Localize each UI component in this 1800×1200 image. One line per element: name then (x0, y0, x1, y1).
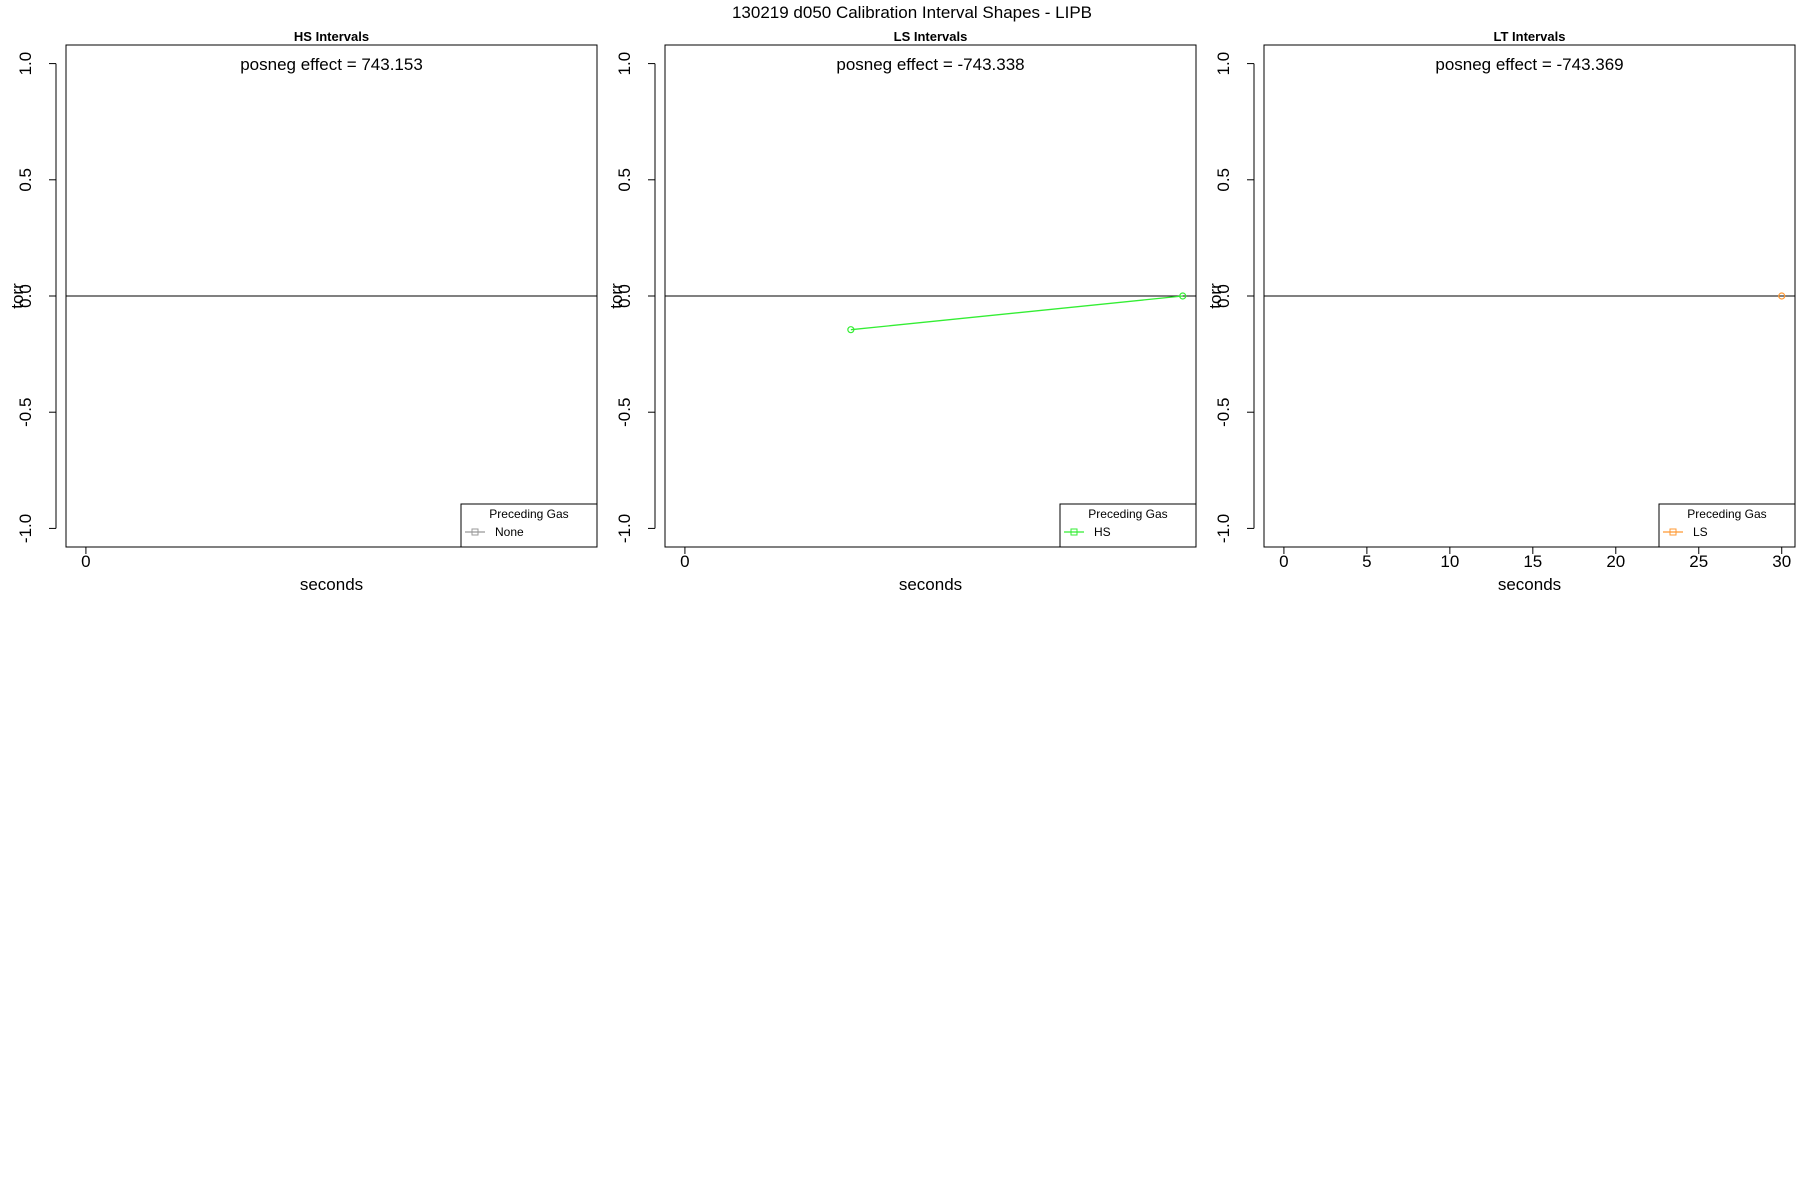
y-tick-label: -1.0 (615, 514, 634, 543)
x-tick-label: 0 (680, 552, 689, 571)
chart-panels: HS Intervals posneg effect = 743.153 -1.0 -… (8, 29, 1796, 594)
panel-2: LS Intervals posneg effect = -743.338 -1.0… (607, 29, 1197, 594)
data-point (847, 326, 855, 334)
panel-1: HS Intervals posneg effect = 743.153 -1.0 -… (8, 29, 598, 594)
x-axis-label: seconds (899, 575, 962, 594)
y-axis-label: torr (607, 283, 626, 309)
y-tick-label: 1.0 (615, 52, 634, 76)
y-tick-label: 0.0 (615, 284, 634, 308)
data-point (1179, 292, 1187, 300)
y-tick-label: 0.5 (615, 168, 634, 192)
annotation-text: posneg effect = -743.338 (836, 55, 1024, 74)
legend-title: Preceding Gas (489, 507, 568, 521)
legend: Preceding Gas LS (1658, 503, 1796, 548)
x-tick-label: 30 (1772, 552, 1791, 571)
y-axis-label: torr (1206, 283, 1225, 309)
y-tick-label: -1.0 (1214, 514, 1233, 543)
panel-3: LT Intervals posneg effect = -743.369 -1.0… (1206, 29, 1796, 594)
legend-label: HS (1094, 525, 1111, 539)
x-axis-label: seconds (300, 575, 363, 594)
y-axis-label: torr (8, 283, 27, 309)
y-tick-label: 0.5 (1214, 168, 1233, 192)
x-tick-label: 10 (1440, 552, 1459, 571)
x-tick-label: 0 (1279, 552, 1288, 571)
x-tick-label: 0 (81, 552, 90, 571)
legend-title: Preceding Gas (1687, 507, 1766, 521)
series-line (850, 295, 1183, 331)
legend-marker (1070, 528, 1078, 536)
panel-title: LS Intervals (894, 29, 968, 44)
x-tick-label: 15 (1523, 552, 1542, 571)
legend-marker (1669, 528, 1677, 536)
y-tick-label: -0.5 (16, 398, 35, 427)
y-tick-label: 1.0 (1214, 52, 1233, 76)
panel-title: LT Intervals (1493, 29, 1565, 44)
y-tick-label: 0.5 (16, 168, 35, 192)
x-axis-label: seconds (1498, 575, 1561, 594)
legend-box (1658, 503, 1796, 548)
annotation-text: posneg effect = 743.153 (240, 55, 423, 74)
legend-label: LS (1693, 525, 1708, 539)
y-tick-label: -0.5 (1214, 398, 1233, 427)
legend: Preceding Gas HS (1059, 503, 1197, 548)
data-point (1778, 292, 1786, 300)
y-tick-label: -1.0 (16, 514, 35, 543)
annotation-text: posneg effect = -743.369 (1435, 55, 1623, 74)
legend-box (460, 503, 598, 548)
x-tick-label: 25 (1689, 552, 1708, 571)
y-tick-label: -0.5 (615, 398, 634, 427)
panel-title: HS Intervals (294, 29, 369, 44)
legend-marker (471, 528, 479, 536)
y-tick-label: 0.0 (1214, 284, 1233, 308)
x-tick-label: 5 (1362, 552, 1371, 571)
legend-label: None (495, 525, 524, 539)
legend: Preceding Gas None (460, 503, 598, 548)
legend-title: Preceding Gas (1088, 507, 1167, 521)
legend-box (1059, 503, 1197, 548)
x-tick-label: 20 (1606, 552, 1625, 571)
figure-title: 130219 d050 Calibration Interval Shapes … (732, 3, 1092, 22)
y-tick-label: 1.0 (16, 52, 35, 76)
y-tick-label: 0.0 (16, 284, 35, 308)
